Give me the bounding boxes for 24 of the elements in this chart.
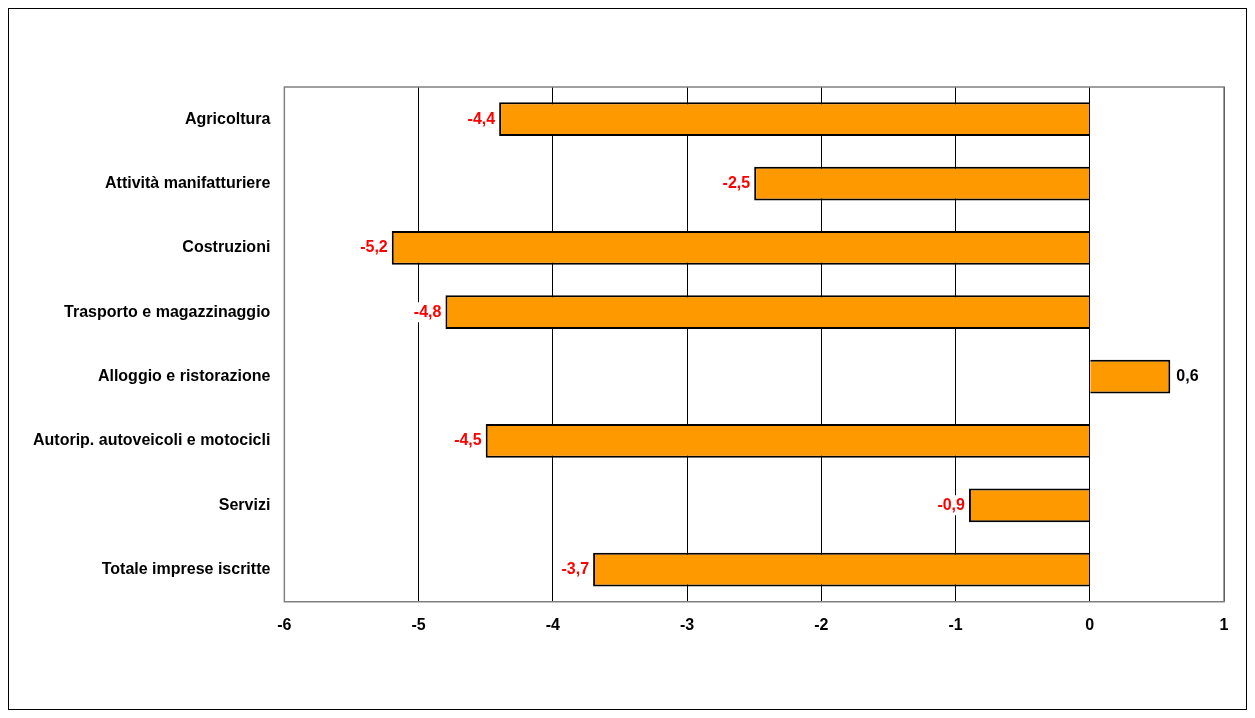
data-label: -3,7 bbox=[561, 560, 590, 578]
data-label: 0,6 bbox=[1176, 366, 1199, 384]
x-tick-label: -1 bbox=[948, 615, 963, 633]
y-tick-label: Trasporto e magazzinaggio bbox=[64, 302, 271, 320]
x-tick-label: -4 bbox=[545, 615, 561, 633]
x-tick-label: -2 bbox=[814, 615, 829, 633]
y-tick-label: Attività manifatturiere bbox=[104, 173, 271, 191]
x-tick-label: -5 bbox=[411, 615, 426, 633]
data-label: -5,2 bbox=[360, 238, 388, 256]
data-label: -4,5 bbox=[454, 431, 482, 449]
x-tick-label: -3 bbox=[679, 615, 695, 633]
y-tick-label: Agricoltura bbox=[185, 109, 271, 127]
y-tick-label: Alloggio e ristorazione bbox=[97, 366, 271, 384]
data-label: -2,5 bbox=[722, 173, 751, 191]
x-tick-label: -6 bbox=[277, 615, 292, 633]
x-tick-label: 1 bbox=[1219, 615, 1229, 633]
y-tick-label: Totale imprese iscritte bbox=[101, 560, 271, 578]
x-tick-label: 0 bbox=[1085, 615, 1095, 633]
y-tick-label: Servizi bbox=[218, 495, 271, 513]
y-tick-label: Costruzioni bbox=[182, 238, 271, 256]
data-label: -0,9 bbox=[937, 495, 966, 513]
data-label: -4,4 bbox=[467, 109, 496, 127]
data-label: -4,8 bbox=[413, 302, 442, 320]
y-tick-label: Autorip. autoveicoli e motocicli bbox=[32, 431, 271, 449]
